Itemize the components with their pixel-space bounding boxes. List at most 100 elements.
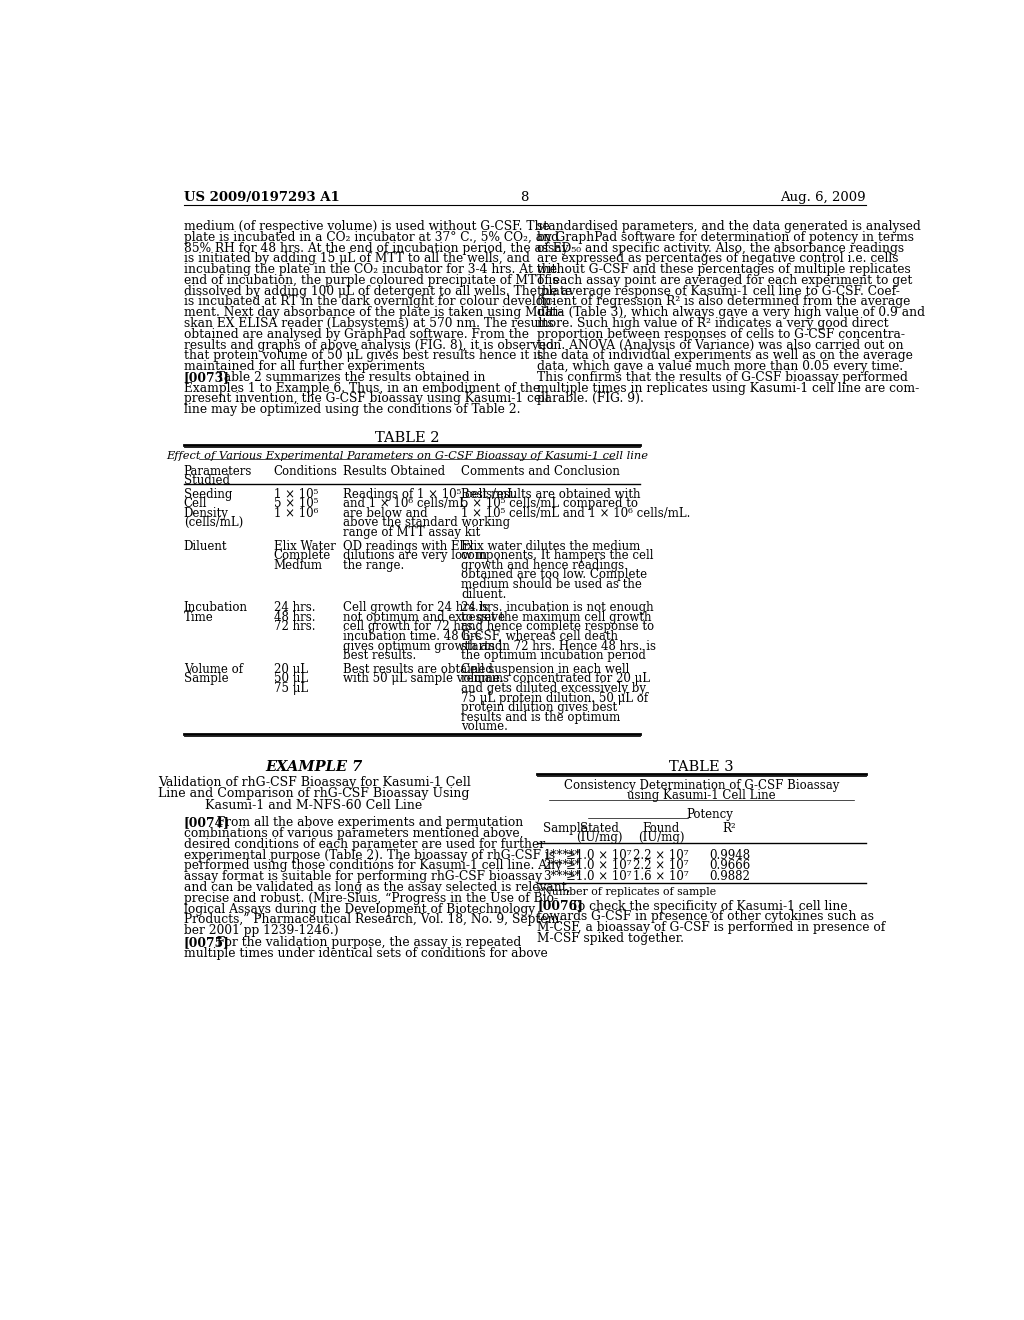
- Text: best results.: best results.: [343, 649, 417, 663]
- Text: Kasumi-1 and M-NFS-60 Cell Line: Kasumi-1 and M-NFS-60 Cell Line: [206, 799, 423, 812]
- Text: Aug. 6, 2009: Aug. 6, 2009: [780, 191, 866, 203]
- Text: medium (of respective volume) is used without G-CSF. The: medium (of respective volume) is used wi…: [183, 220, 550, 234]
- Text: 1 × 10⁶: 1 × 10⁶: [273, 507, 318, 520]
- Text: Density: Density: [183, 507, 228, 520]
- Text: Medium: Medium: [273, 558, 323, 572]
- Text: Products,” Pharmaceutical Research, Vol. 18, No. 9, Septem-: Products,” Pharmaceutical Research, Vol.…: [183, 913, 563, 927]
- Text: Cell growth for 24 hrs.is: Cell growth for 24 hrs.is: [343, 601, 488, 614]
- Text: logical Assays during the Development of Biotechnology: logical Assays during the Development of…: [183, 903, 535, 916]
- Text: R²: R²: [723, 822, 736, 834]
- Text: Consistency Determination of G-CSF Bioassay: Consistency Determination of G-CSF Bioas…: [564, 779, 840, 792]
- Text: 48 hrs.: 48 hrs.: [273, 611, 315, 624]
- Text: Seeding: Seeding: [183, 487, 232, 500]
- Text: plate is incubated in a CO₂ incubator at 37° C., 5% CO₂, and: plate is incubated in a CO₂ incubator at…: [183, 231, 559, 244]
- Text: Found: Found: [643, 822, 680, 834]
- Text: and 1 × 10⁶ cells/mL: and 1 × 10⁶ cells/mL: [343, 498, 467, 511]
- Text: remains concentrated for 20 μL: remains concentrated for 20 μL: [461, 672, 650, 685]
- Text: To check the specificity of Kasumi-1 cell line: To check the specificity of Kasumi-1 cel…: [563, 899, 848, 912]
- Text: 24 hrs.: 24 hrs.: [273, 601, 315, 614]
- Text: volume.: volume.: [461, 721, 508, 734]
- Text: 2.2 × 10⁷: 2.2 × 10⁷: [634, 859, 689, 873]
- Text: by GraphPad software for determination of potency in terms: by GraphPad software for determination o…: [538, 231, 914, 244]
- Text: G-CSF, whereas cell death: G-CSF, whereas cell death: [461, 630, 618, 643]
- Text: Line and Comparison of rhG-CSF Bioassay Using: Line and Comparison of rhG-CSF Bioassay …: [159, 787, 470, 800]
- Text: multiple times in replicates using Kasumi-1 cell line are com-: multiple times in replicates using Kasum…: [538, 381, 920, 395]
- Text: Elix Water: Elix Water: [273, 540, 336, 553]
- Text: using Kasumi-1 Cell Line: using Kasumi-1 Cell Line: [627, 789, 776, 803]
- Text: ficient of regression R² is also determined from the average: ficient of regression R² is also determi…: [538, 296, 910, 309]
- Text: (IU/mg): (IU/mg): [638, 832, 684, 843]
- Text: proportion between responses of cells to G-CSF concentra-: proportion between responses of cells to…: [538, 327, 905, 341]
- Text: and gets diluted excessively by: and gets diluted excessively by: [461, 682, 646, 696]
- Text: Cell: Cell: [183, 498, 207, 511]
- Text: Sample: Sample: [544, 822, 588, 834]
- Text: cell growth for 72 hrs.: cell growth for 72 hrs.: [343, 620, 477, 634]
- Text: 5 × 10⁵: 5 × 10⁵: [273, 498, 318, 511]
- Text: Conditions: Conditions: [273, 465, 338, 478]
- Text: ≥1.0 × 10⁷: ≥1.0 × 10⁷: [566, 870, 632, 883]
- Text: (cells/mL): (cells/mL): [183, 516, 243, 529]
- Text: medium should be used as the: medium should be used as the: [461, 578, 642, 591]
- Text: incubation time. 48 hrs: incubation time. 48 hrs: [343, 630, 482, 643]
- Text: Effect of Various Experimental Parameters on G-CSF Bioassay of Kasumi-1 cell lin: Effect of Various Experimental Parameter…: [166, 451, 648, 461]
- Text: 85% RH for 48 hrs. At the end of incubation period, the assay: 85% RH for 48 hrs. At the end of incubat…: [183, 242, 568, 255]
- Text: desired conditions of each parameter are used for further: desired conditions of each parameter are…: [183, 838, 545, 851]
- Text: OD readings with Elix: OD readings with Elix: [343, 540, 474, 553]
- Text: M-CSF, a bioassay of G-CSF is performed in presence of: M-CSF, a bioassay of G-CSF is performed …: [538, 921, 886, 935]
- Text: Diluent: Diluent: [183, 540, 227, 553]
- Text: Time: Time: [183, 611, 214, 624]
- Text: above the standard working: above the standard working: [343, 516, 511, 529]
- Text: that protein volume of 50 μL gives best results hence it is: that protein volume of 50 μL gives best …: [183, 350, 543, 363]
- Text: more. Such high value of R² indicates a very good direct: more. Such high value of R² indicates a …: [538, 317, 889, 330]
- Text: 2*****: 2*****: [544, 859, 581, 873]
- Text: 1.6 × 10⁷: 1.6 × 10⁷: [634, 870, 689, 883]
- Text: multiple times under identical sets of conditions for above: multiple times under identical sets of c…: [183, 948, 548, 960]
- Text: components. It hampers the cell: components. It hampers the cell: [461, 549, 653, 562]
- Text: performed using those conditions for Kasumi-1 cell line. Any: performed using those conditions for Kas…: [183, 859, 562, 873]
- Text: the optimum incubation period: the optimum incubation period: [461, 649, 646, 663]
- Text: without G-CSF and these percentages of multiple replicates: without G-CSF and these percentages of m…: [538, 263, 911, 276]
- Text: EXAMPLE 7: EXAMPLE 7: [265, 760, 362, 774]
- Text: results and is the optimum: results and is the optimum: [461, 711, 621, 723]
- Text: 1 × 10⁵: 1 × 10⁵: [273, 487, 317, 500]
- Text: ≥1.0 × 10⁷: ≥1.0 × 10⁷: [566, 849, 632, 862]
- Text: dilutions are very low in: dilutions are very low in: [343, 549, 487, 562]
- Text: Readings of 1 × 10⁵ cells/mL: Readings of 1 × 10⁵ cells/mL: [343, 487, 515, 500]
- Text: skan EX ELISA reader (Labsystems) at 570 nm. The results: skan EX ELISA reader (Labsystems) at 570…: [183, 317, 553, 330]
- Text: US 2009/0197293 A1: US 2009/0197293 A1: [183, 191, 340, 203]
- Text: TABLE 3: TABLE 3: [670, 760, 734, 774]
- Text: range of MTT assay kit: range of MTT assay kit: [343, 527, 480, 539]
- Text: 75 μL protein dilution. 50 μL of: 75 μL protein dilution. 50 μL of: [461, 692, 648, 705]
- Text: present invention, the G-CSF bioassay using Kasumi-1 cell: present invention, the G-CSF bioassay us…: [183, 392, 549, 405]
- Text: For the validation purpose, the assay is repeated: For the validation purpose, the assay is…: [209, 936, 521, 949]
- Text: results and graphs of above analysis (FIG. 8), it is observed: results and graphs of above analysis (FI…: [183, 339, 554, 351]
- Text: diluent.: diluent.: [461, 587, 507, 601]
- Text: and can be validated as long as the assay selected is relevant,: and can be validated as long as the assa…: [183, 880, 570, 894]
- Text: 1 × 10⁵ cells/mL and 1 × 10⁶ cells/mL.: 1 × 10⁵ cells/mL and 1 × 10⁶ cells/mL.: [461, 507, 690, 520]
- Text: 1*****: 1*****: [544, 849, 581, 862]
- Text: Sample: Sample: [183, 672, 228, 685]
- Text: assay format is suitable for performing rhG-CSF bioassay: assay format is suitable for performing …: [183, 870, 542, 883]
- Text: Elix water dilutes the medium: Elix water dilutes the medium: [461, 540, 640, 553]
- Text: Volume of: Volume of: [183, 663, 243, 676]
- Text: [0076]: [0076]: [538, 899, 583, 912]
- Text: incubating the plate in the CO₂ incubator for 3-4 hrs. At the: incubating the plate in the CO₂ incubato…: [183, 263, 557, 276]
- Text: Complete: Complete: [273, 549, 331, 562]
- Text: the average response of Kasumi-1 cell line to G-CSF. Coef-: the average response of Kasumi-1 cell li…: [538, 285, 900, 298]
- Text: ≥1.0 × 10⁷: ≥1.0 × 10⁷: [566, 859, 632, 873]
- Text: Stated: Stated: [580, 822, 618, 834]
- Text: Parameters: Parameters: [183, 465, 252, 478]
- Text: combinations of various parameters mentioned above,: combinations of various parameters menti…: [183, 828, 523, 840]
- Text: and hence complete response to: and hence complete response to: [461, 620, 654, 634]
- Text: (IU/mg): (IU/mg): [575, 832, 623, 843]
- Text: parable. (FIG. 9).: parable. (FIG. 9).: [538, 392, 644, 405]
- Text: 5 × 10⁵ cells/mL compared to: 5 × 10⁵ cells/mL compared to: [461, 498, 638, 511]
- Text: Best results are obtained: Best results are obtained: [343, 663, 494, 676]
- Text: obtained are too low. Complete: obtained are too low. Complete: [461, 569, 647, 581]
- Text: *Number of replicates of sample: *Number of replicates of sample: [538, 887, 717, 898]
- Text: Examples 1 to Example 6. Thus, in an embodiment of the: Examples 1 to Example 6. Thus, in an emb…: [183, 381, 540, 395]
- Text: Results Obtained: Results Obtained: [343, 465, 445, 478]
- Text: is initiated by adding 15 μL of MTT to all the wells, and: is initiated by adding 15 μL of MTT to a…: [183, 252, 529, 265]
- Text: line may be optimized using the conditions of Table 2.: line may be optimized using the conditio…: [183, 404, 520, 416]
- Text: From all the above experiments and permutation: From all the above experiments and permu…: [209, 816, 523, 829]
